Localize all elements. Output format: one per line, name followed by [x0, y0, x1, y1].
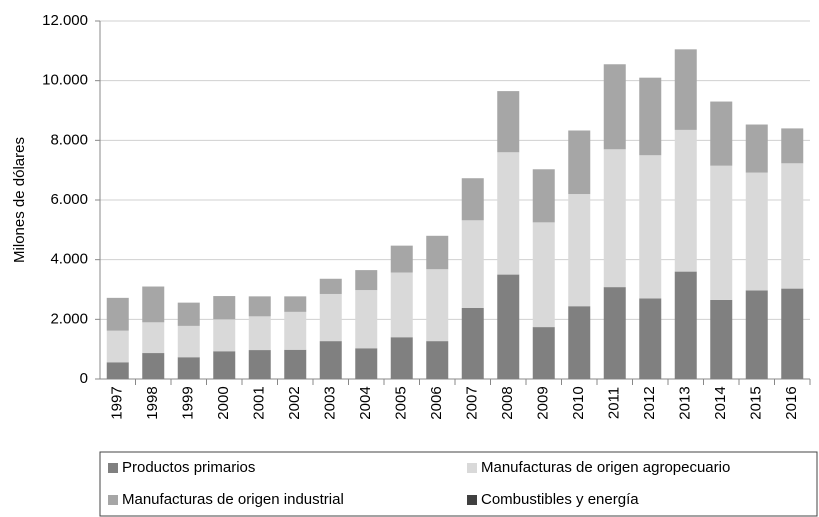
bar-segment — [319, 278, 342, 294]
x-tick-label: 2011 — [606, 387, 623, 419]
bar-segment — [710, 101, 733, 166]
x-tick-label: 2000 — [215, 386, 232, 419]
bar-segment — [106, 297, 129, 331]
bar-segment — [603, 149, 626, 288]
bar-segment — [426, 235, 449, 270]
bar-segment — [461, 220, 484, 308]
bar-segment — [781, 128, 804, 164]
bar-segment — [426, 341, 449, 379]
x-tick-label: 2005 — [393, 386, 410, 419]
x-tick-label: 2006 — [428, 386, 445, 419]
bar-segment — [461, 307, 484, 379]
y-tick-label: 2.000 — [50, 310, 88, 327]
bar-segment — [390, 337, 413, 379]
x-tick-label: 1997 — [109, 386, 126, 419]
bar-segment — [248, 350, 271, 379]
bar-segment — [497, 152, 520, 275]
bar-segment — [142, 286, 165, 323]
bar-segment — [532, 169, 555, 223]
bar-segment — [674, 129, 697, 272]
legend-box — [99, 451, 818, 517]
bar-segment — [532, 327, 555, 379]
bar-segment — [355, 270, 378, 291]
bar-segment — [106, 330, 129, 363]
bar-segment — [426, 269, 449, 342]
x-tick-label: 2016 — [783, 386, 800, 419]
bar-segment — [213, 296, 236, 320]
x-tick-label: 2004 — [357, 386, 374, 419]
bar-segment — [284, 311, 307, 350]
bar-segment — [390, 245, 413, 273]
bar-segment — [745, 172, 768, 291]
bar-segment — [603, 287, 626, 379]
bar-segment — [674, 271, 697, 379]
x-tick-label: 2007 — [464, 386, 481, 419]
bar-segment — [355, 348, 378, 379]
bar-segment — [177, 325, 200, 358]
bar-segment — [710, 299, 733, 379]
bar-segment — [568, 306, 591, 379]
x-tick-label: 2010 — [570, 386, 587, 419]
x-tick-label: 1998 — [144, 386, 161, 419]
bar-segment — [497, 91, 520, 153]
bar-segment — [781, 163, 804, 289]
legend-label: Productos primarios — [122, 459, 255, 476]
bar-segment — [284, 296, 307, 312]
x-tick-label: 2013 — [677, 386, 694, 419]
y-tick-label: 8.000 — [50, 131, 88, 148]
bar-segment — [461, 178, 484, 221]
bar-segment — [142, 353, 165, 379]
y-tick-label: 6.000 — [50, 191, 88, 208]
legend-swatch — [108, 495, 118, 505]
x-tick-label: 2009 — [535, 386, 552, 419]
bar-segment — [355, 290, 378, 349]
bar-segment — [284, 349, 307, 379]
x-tick-label: 2001 — [251, 386, 268, 419]
x-tick-label: 1999 — [180, 386, 197, 419]
y-axis-label: Milones de dólares — [11, 137, 28, 263]
legend-swatch — [467, 463, 477, 473]
x-tick-label: 2003 — [322, 386, 339, 419]
bar-segment — [781, 288, 804, 379]
bar-segment — [745, 290, 768, 379]
bar-segment — [390, 272, 413, 338]
y-tick-label: 12.000 — [42, 12, 88, 29]
bar-segment — [142, 322, 165, 354]
legend-swatch — [108, 463, 118, 473]
bar-segment — [248, 296, 271, 317]
x-tick-label: 2015 — [748, 386, 765, 419]
legend-label: Combustibles y energía — [481, 491, 639, 508]
bar-segment — [177, 357, 200, 379]
legend-label: Manufacturas de origen agropecuario — [481, 459, 730, 476]
bar-segment — [568, 130, 591, 195]
y-tick-label: 10.000 — [42, 72, 88, 89]
bar-segment — [213, 351, 236, 379]
bar-segment — [319, 293, 342, 342]
bar-segment — [532, 222, 555, 328]
bar-segment — [248, 316, 271, 351]
x-tick-label: 2002 — [286, 386, 303, 419]
bar-segment — [639, 155, 662, 299]
bar-segment — [639, 298, 662, 379]
bar-segment — [674, 49, 697, 130]
y-tick-label: 4.000 — [50, 251, 88, 268]
x-tick-label: 2008 — [499, 386, 516, 419]
bar-segment — [603, 64, 626, 150]
bar-segment — [497, 274, 520, 379]
bar-segment — [639, 77, 662, 156]
bar-segment — [106, 362, 129, 379]
bar-segment — [319, 341, 342, 379]
x-tick-label: 2014 — [712, 386, 729, 419]
y-tick-label: 0 — [80, 370, 88, 387]
x-tick-label: 2012 — [641, 386, 658, 419]
bar-segment — [710, 165, 733, 300]
bar-segment — [213, 319, 236, 352]
legend-label: Manufacturas de origen industrial — [122, 491, 344, 508]
bar-segment — [568, 194, 591, 307]
legend-swatch — [467, 495, 477, 505]
bar-segment — [177, 302, 200, 326]
bar-segment — [745, 124, 768, 173]
